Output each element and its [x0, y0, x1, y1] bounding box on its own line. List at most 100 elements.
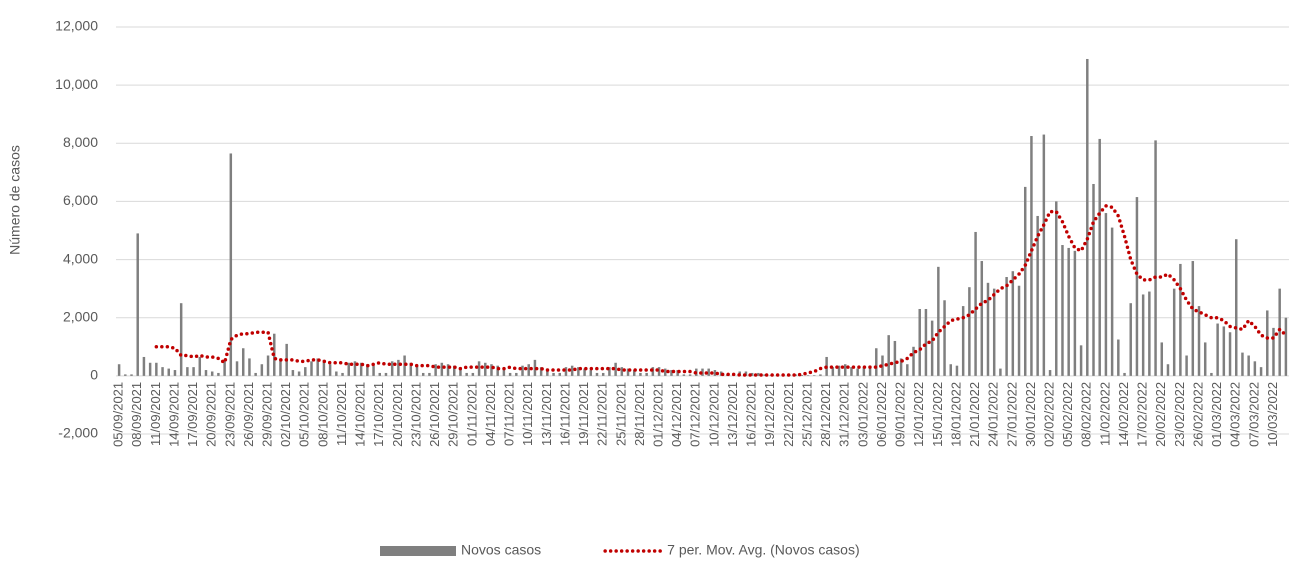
bar — [558, 372, 561, 376]
bar — [1135, 197, 1139, 376]
y-tick-label: 10,000 — [55, 76, 98, 92]
x-tick-label: 26/09/2021 — [241, 382, 256, 447]
bar — [341, 372, 344, 376]
x-tick-label: 07/11/2021 — [502, 382, 517, 446]
bar — [1191, 261, 1195, 376]
bar — [744, 371, 748, 376]
x-tick-label: 26/02/2022 — [1190, 382, 1205, 447]
x-tick-label: 01/11/2021 — [464, 382, 479, 446]
x-tick-label: 05/02/2022 — [1060, 382, 1075, 447]
bar — [918, 308, 921, 376]
bar — [316, 358, 319, 376]
x-tick-label: 06/01/2022 — [874, 382, 889, 447]
bar — [409, 362, 413, 376]
bar — [943, 300, 946, 376]
x-tick-label: 26/10/2021 — [427, 382, 442, 447]
x-tick-label: 05/10/2021 — [297, 382, 312, 447]
bar — [924, 308, 928, 376]
bar — [844, 364, 847, 376]
bar — [670, 370, 673, 376]
x-tick-label: 25/11/2021 — [613, 382, 628, 446]
legend-label: Novos casos — [461, 542, 541, 558]
x-tick-label: 24/01/2022 — [986, 382, 1001, 447]
bar — [906, 364, 909, 376]
x-tick-label: 17/10/2021 — [371, 382, 386, 447]
bar — [1061, 245, 1064, 376]
bar — [155, 362, 158, 376]
x-tick-label: 14/09/2021 — [166, 382, 181, 447]
bar — [1048, 370, 1052, 376]
bar — [1241, 352, 1244, 376]
bar — [856, 368, 859, 376]
bar — [601, 372, 605, 376]
bar — [912, 346, 915, 376]
bar — [837, 365, 841, 376]
bar — [1123, 372, 1126, 376]
bar — [1148, 291, 1151, 376]
bar — [626, 368, 630, 376]
y-axis-label: Número de casos — [7, 145, 23, 255]
bar — [359, 362, 363, 376]
bar — [968, 287, 971, 376]
x-tick-label: 14/10/2021 — [353, 382, 368, 447]
bar — [1278, 288, 1281, 376]
bar — [260, 364, 264, 376]
bar — [713, 370, 717, 376]
bar — [1129, 303, 1132, 376]
bar — [639, 372, 642, 376]
bar — [328, 364, 332, 376]
bar — [1141, 294, 1145, 376]
x-tick-label: 02/02/2022 — [1041, 382, 1056, 447]
legend-label: 7 per. Mov. Avg. (Novos casos) — [667, 542, 859, 558]
bar — [868, 365, 872, 376]
bar — [502, 368, 506, 376]
y-tick-label: 6,000 — [63, 192, 98, 208]
bar — [750, 372, 754, 376]
bar — [800, 374, 804, 376]
bar — [335, 371, 338, 376]
bar — [564, 367, 568, 376]
x-tick-label: 10/12/2021 — [706, 382, 721, 447]
bar — [676, 370, 679, 376]
bar — [980, 261, 984, 376]
bar — [533, 359, 537, 376]
bar — [999, 368, 1002, 376]
x-tick-label: 13/12/2021 — [725, 382, 740, 447]
bar — [167, 368, 170, 376]
x-tick-label: 23/02/2022 — [1172, 382, 1187, 447]
bar — [440, 362, 444, 376]
bar — [1023, 186, 1027, 376]
bar — [291, 370, 295, 376]
y-tick-label: 0 — [90, 367, 98, 383]
bar — [893, 340, 897, 376]
bar — [546, 368, 549, 376]
bar — [955, 365, 959, 376]
bar — [1079, 345, 1083, 376]
bar — [992, 288, 996, 376]
bar — [949, 364, 952, 376]
bar — [254, 372, 257, 376]
bar — [117, 364, 121, 376]
bar — [651, 367, 655, 376]
bar — [304, 367, 307, 376]
x-tick-label: 08/09/2021 — [129, 382, 144, 447]
bar — [986, 282, 990, 376]
bar — [688, 374, 692, 376]
bar — [179, 303, 183, 376]
bar — [1110, 227, 1114, 376]
bar — [682, 374, 686, 376]
bar — [297, 371, 301, 376]
x-tick-label: 11/02/2022 — [1097, 382, 1112, 446]
bar — [664, 368, 667, 376]
bar — [266, 355, 270, 376]
bar — [229, 153, 233, 376]
bar — [496, 365, 499, 376]
x-tick-label: 29/10/2021 — [446, 382, 461, 447]
bar — [508, 372, 512, 376]
bar — [701, 368, 704, 376]
x-tick-label: 08/02/2022 — [1079, 382, 1094, 447]
x-tick-label: 17/02/2022 — [1135, 382, 1150, 447]
bar — [521, 365, 524, 376]
bar — [372, 365, 375, 376]
x-tick-label: 27/01/2022 — [1004, 382, 1019, 447]
